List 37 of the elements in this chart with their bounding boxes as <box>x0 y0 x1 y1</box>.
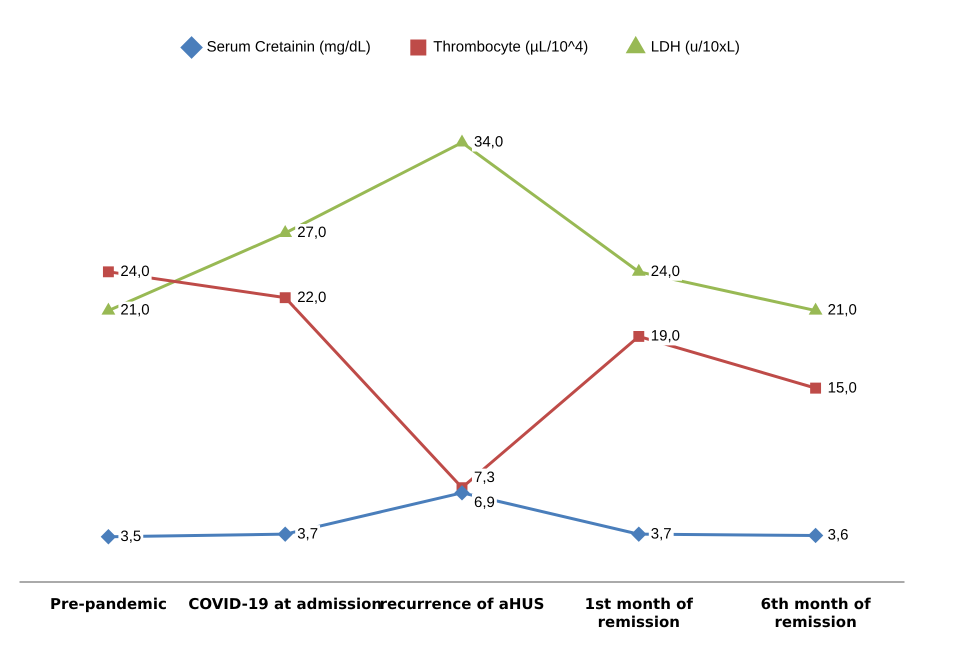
point <box>632 264 646 276</box>
data-label: 22,0 <box>297 288 326 306</box>
data-label: 3,7 <box>650 525 672 542</box>
point <box>100 529 116 544</box>
data-label: 3,5 <box>120 528 142 545</box>
point <box>810 382 822 394</box>
data-label: 21,0 <box>120 302 150 319</box>
x-tick-label: COVID-19 at admission <box>188 594 382 613</box>
data-label: 15,0 <box>828 379 857 396</box>
point <box>631 526 646 542</box>
point <box>808 528 824 543</box>
x-tick-label: 6th month of remission <box>760 594 872 631</box>
point <box>278 526 293 542</box>
legend-label: Thrombocyte (µL/10^4) <box>433 38 588 56</box>
data-label: 21,0 <box>828 302 857 319</box>
point <box>278 226 292 238</box>
point <box>280 292 291 304</box>
data-label: 24,0 <box>650 262 680 280</box>
point <box>102 303 115 315</box>
x-tick-label: Pre-pandemic <box>50 594 167 613</box>
legend-label: LDH (u/10xL) <box>650 38 740 56</box>
point <box>102 266 114 278</box>
data-label: 7,3 <box>474 468 495 486</box>
point <box>633 330 644 342</box>
point <box>454 485 470 500</box>
data-label: 19,0 <box>650 328 680 345</box>
data-label: 6,9 <box>474 494 495 511</box>
data-label: 34,0 <box>474 134 504 151</box>
point <box>809 303 822 315</box>
data-label: 27,0 <box>297 224 326 242</box>
data-label: 3,6 <box>828 526 848 544</box>
data-label: 3,7 <box>297 525 318 542</box>
point <box>455 135 469 147</box>
data-label: 24,0 <box>120 262 150 280</box>
x-tick-label: 1st month of remission <box>584 594 694 631</box>
x-tick-label: recurrence of aHUS <box>380 594 544 613</box>
legend-label: Serum Cretainin (mg/dL) <box>206 38 371 56</box>
